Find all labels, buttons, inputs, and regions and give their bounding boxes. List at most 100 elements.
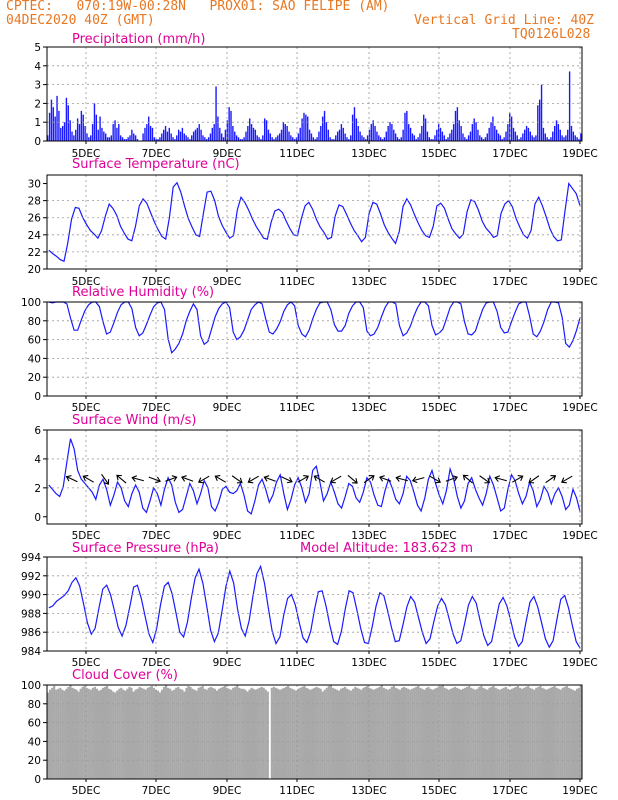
x-tick-label: 7DEC: [142, 530, 171, 542]
precip-bar: [359, 131, 361, 141]
wind-arrow-head: [517, 475, 524, 482]
cloud-bar: [236, 685, 239, 779]
cloud-bar: [85, 687, 88, 779]
cloud-bar: [103, 686, 107, 779]
precip-bar: [421, 125, 423, 141]
cloud-bar: [445, 688, 448, 779]
precip-bar: [108, 137, 111, 141]
cloud-bar: [466, 686, 469, 779]
header-grid-note: Vertical Grid Line: 40Z: [414, 13, 595, 28]
cloud-bar: [388, 688, 391, 779]
y-tick-label: 20: [28, 755, 41, 767]
precip-bar: [535, 135, 537, 141]
x-tick-label: 5DEC: [72, 785, 101, 797]
cloud-bar: [390, 686, 393, 779]
wind-arrow-head: [82, 475, 89, 482]
cloud-bar: [274, 687, 278, 779]
precip-bar: [63, 122, 66, 141]
y-tick-label: 4: [34, 454, 41, 466]
cloud-bar: [248, 689, 251, 779]
precip-bar: [574, 135, 576, 141]
cloud-bar: [315, 686, 318, 779]
cloud-bar: [128, 686, 131, 779]
precip-bar: [520, 137, 522, 141]
x-tick-label: 7DEC: [142, 148, 171, 160]
cloud-bar: [211, 687, 214, 779]
cloud-bar: [228, 688, 231, 779]
cloud-bar: [514, 686, 518, 779]
wind-arrow-shaft: [528, 475, 540, 484]
cloud-bar: [516, 685, 520, 779]
cloud-bar: [266, 691, 269, 779]
precip-bar: [103, 131, 105, 141]
wind-arrow-shaft: [396, 477, 408, 482]
precip-bar: [121, 137, 124, 141]
cloud-bar: [409, 689, 412, 779]
precip-bar: [353, 107, 356, 141]
precip-bar: [510, 116, 513, 141]
wind-arrow-head: [352, 478, 358, 484]
precip-bar: [402, 129, 404, 141]
cloud-bar: [47, 692, 50, 779]
panel-wind: 0 2 4 6 5DEC 7DEC 9DEC 11DEC 13DEC 15DEC 17DEC 19DE…: [34, 413, 597, 542]
precip-bar: [525, 125, 528, 141]
wind-arrow: [82, 475, 94, 483]
wind-arrow-shaft: [83, 475, 94, 483]
x-tick-label: 13DEC: [351, 657, 386, 669]
cloud-bar: [49, 689, 52, 779]
wind-arrow: [231, 475, 243, 484]
wind-arrow-shaft: [132, 477, 144, 482]
wind-arrow: [116, 474, 127, 484]
y-tick-label: 4: [34, 61, 41, 73]
precip-bar: [385, 131, 387, 141]
cloud-bar: [488, 687, 491, 779]
x-tick-label: 15DEC: [421, 402, 456, 414]
precip-bar: [125, 139, 127, 141]
precip-bar: [531, 135, 533, 141]
precip-bar: [466, 139, 468, 141]
precip-bar: [196, 127, 199, 141]
precip-bar: [308, 129, 311, 141]
precip-bar: [494, 125, 496, 141]
y-tick-label: 20: [28, 372, 41, 384]
precip-bar: [95, 114, 98, 141]
precip-bar: [174, 139, 176, 141]
precip-bar: [445, 139, 447, 141]
cloud-bar: [427, 686, 430, 779]
cloud-bar: [175, 687, 178, 779]
cloud-bar: [179, 688, 182, 779]
x-tick-label: 15DEC: [421, 657, 456, 669]
precip-bar: [454, 110, 457, 141]
precip-bar: [69, 120, 71, 141]
cloud-bar: [492, 685, 495, 779]
precip-bar: [331, 139, 333, 141]
cloud-bar: [260, 686, 263, 779]
cloud-bar: [476, 688, 479, 779]
precip-bar: [131, 129, 133, 141]
cloud-bar: [417, 685, 420, 779]
precip-bar: [161, 133, 163, 141]
precip-bar: [99, 116, 101, 141]
precip-bar: [290, 135, 292, 141]
wind-arrow-head: [65, 475, 72, 482]
precip-bar: [127, 137, 129, 141]
precip-bar: [458, 120, 460, 141]
wind-arrow-head: [550, 475, 557, 481]
precip-bar: [56, 95, 58, 141]
cloud-bar: [333, 688, 337, 779]
precip-bar: [206, 139, 208, 141]
precip-bar: [284, 124, 286, 141]
wind-arrow: [512, 475, 524, 483]
precip-bar: [76, 118, 79, 141]
y-tick-label: 0: [34, 512, 41, 524]
cloud-bar: [81, 686, 84, 779]
precip-bar: [475, 122, 477, 141]
cloud-bar: [205, 689, 208, 779]
precip-bar: [464, 137, 466, 141]
wind-arrow-shaft: [181, 476, 194, 482]
x-tick-label: 17DEC: [492, 148, 527, 160]
precip-bar: [383, 137, 386, 141]
cloud-bar: [557, 688, 560, 779]
cloud-bar: [181, 689, 184, 779]
cloud-bar: [53, 685, 56, 779]
